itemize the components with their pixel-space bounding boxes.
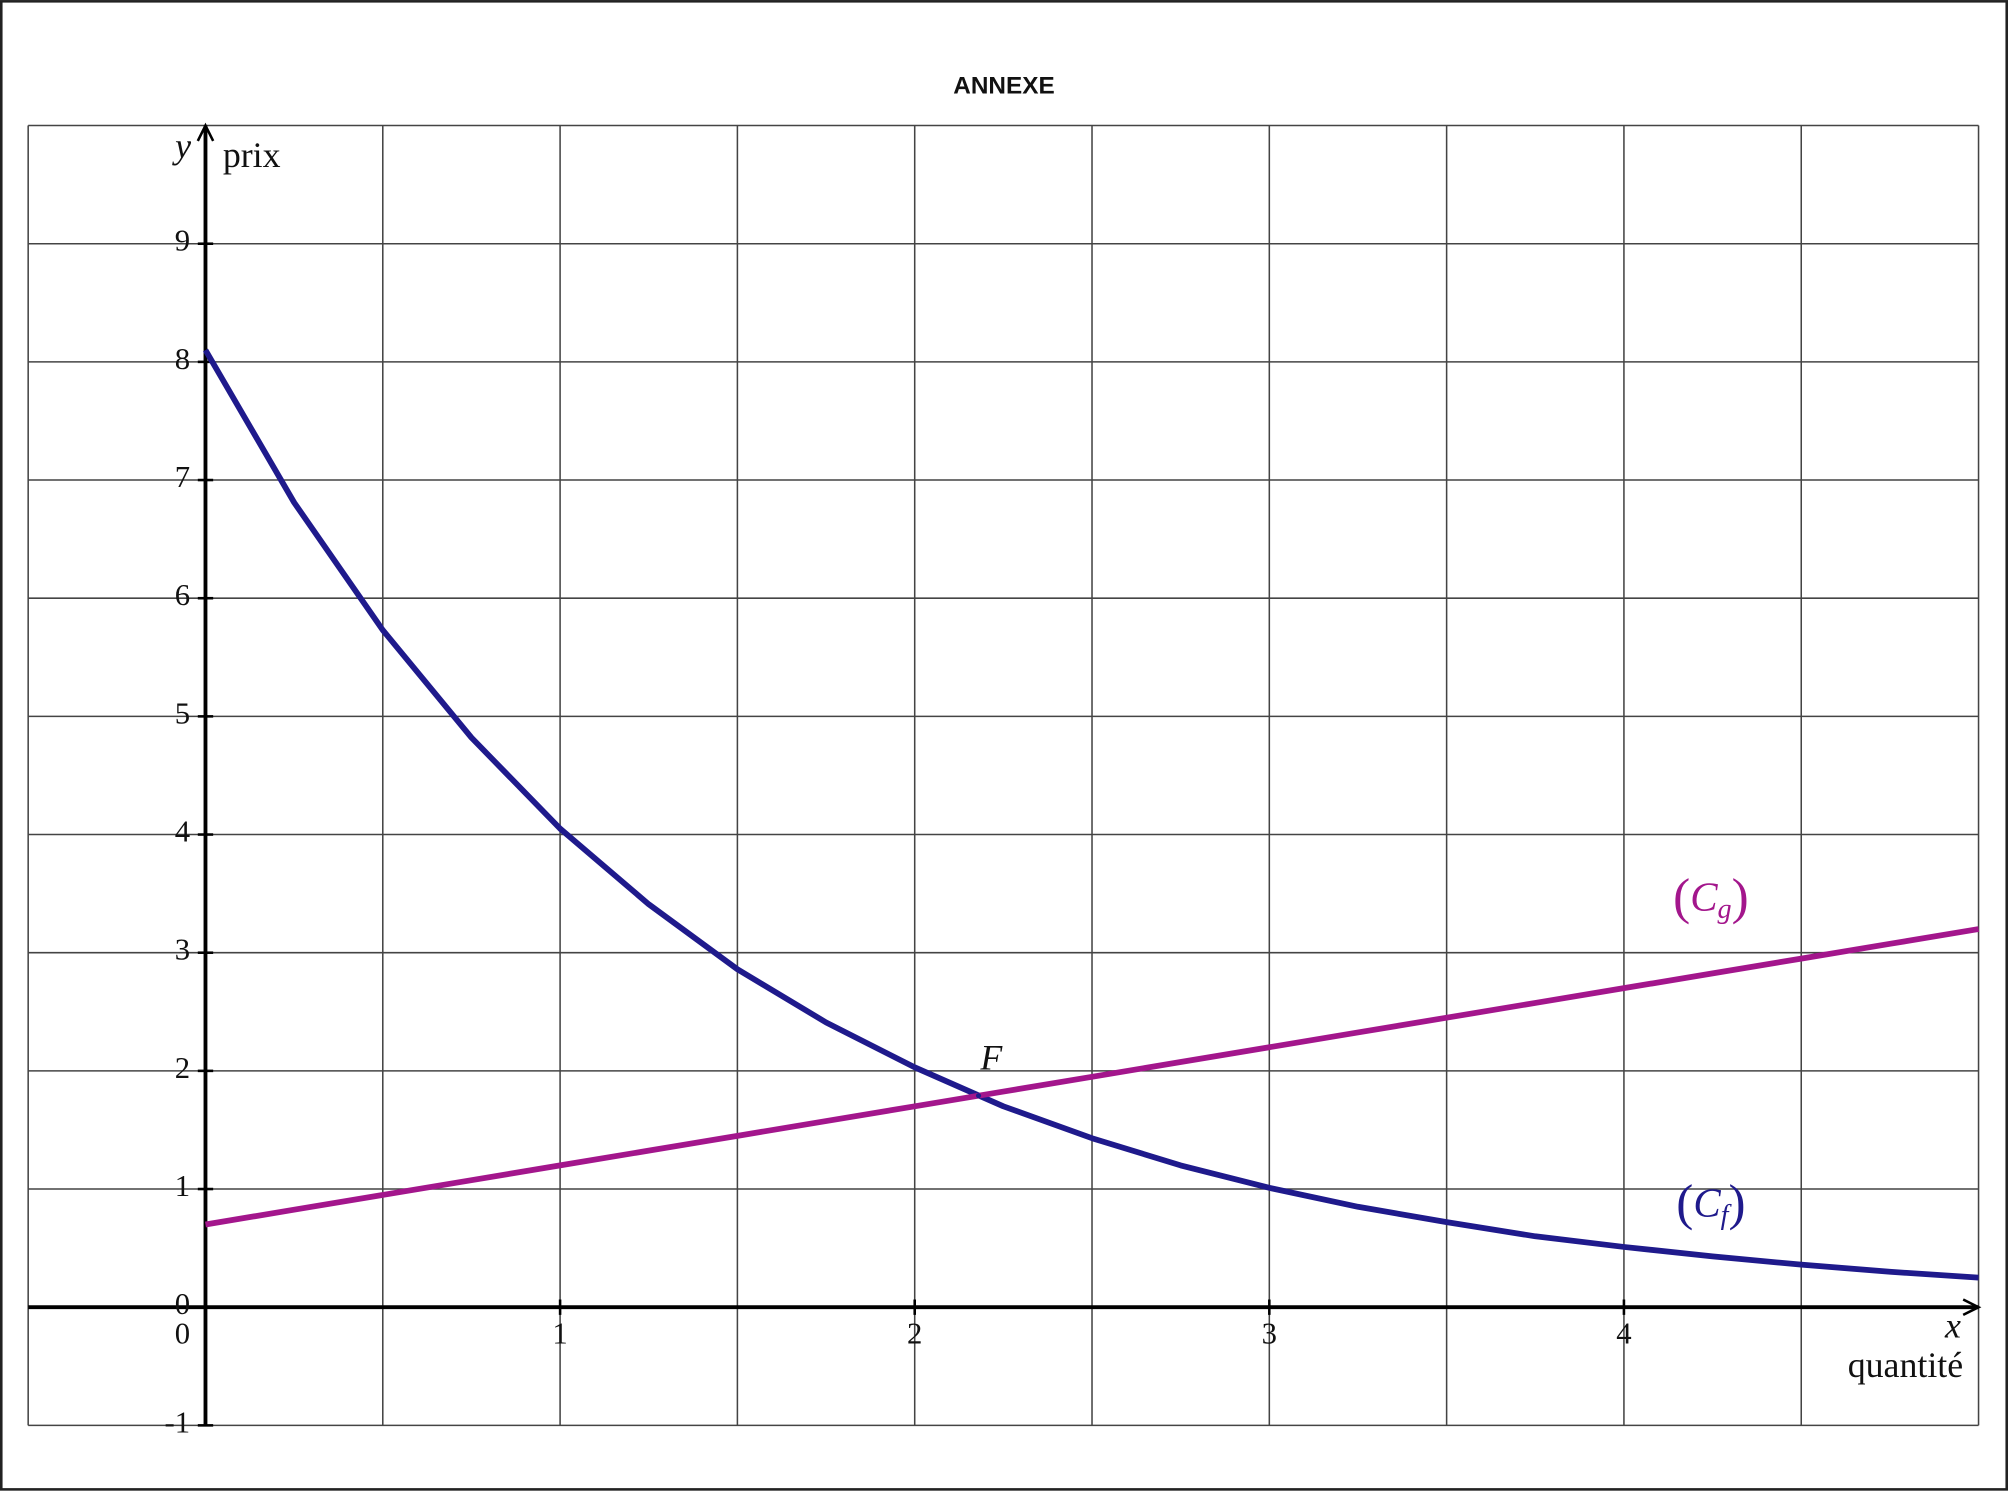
series-label-part: g xyxy=(1718,894,1732,925)
y-tick-label: 2 xyxy=(175,1051,190,1085)
y-tick-label: 4 xyxy=(175,815,190,849)
y-tick-label: 6 xyxy=(175,578,190,612)
series-label-part: ) xyxy=(1732,868,1749,925)
series-label-part: ( xyxy=(1673,868,1690,925)
x-tick-label: 4 xyxy=(1616,1317,1631,1351)
y-axis-arrow xyxy=(196,122,215,142)
x-axis-arrow xyxy=(1962,1298,1982,1317)
series-label-part: ( xyxy=(1676,1174,1693,1231)
y-tick-label: 8 xyxy=(175,342,190,376)
x-tick-label: 3 xyxy=(1262,1317,1277,1351)
chart-title: ANNEXE xyxy=(953,73,1054,100)
y-tick-label: 3 xyxy=(175,933,190,967)
y-tick-label: 0 xyxy=(175,1287,190,1321)
y-axis-label: prix xyxy=(223,135,281,175)
x-tick-label: 2 xyxy=(907,1317,922,1351)
x-axis-symbol: x xyxy=(1944,1306,1961,1346)
x-tick-label: 0 xyxy=(175,1317,190,1351)
point-label: F xyxy=(979,1037,1003,1077)
y-tick-label: 7 xyxy=(175,460,190,494)
y-axis-symbol: y xyxy=(172,126,191,166)
series-line xyxy=(202,348,1979,1281)
series-label-part: ) xyxy=(1728,1174,1745,1231)
series-label: (Cf) xyxy=(1676,1174,1745,1231)
series-line xyxy=(205,926,1980,1228)
y-tick-label: 9 xyxy=(175,224,190,258)
y-tick-label: 5 xyxy=(175,696,190,730)
x-tick-label: 1 xyxy=(552,1317,567,1351)
y-tick-label: 1 xyxy=(175,1169,190,1203)
y-tick-label: -1 xyxy=(165,1405,191,1439)
series-label: (Cg) xyxy=(1673,868,1749,925)
series-label-part: C xyxy=(1690,874,1718,920)
point xyxy=(975,1093,982,1099)
x-axis-label: quantité xyxy=(1848,1345,1963,1385)
series-label-part: C xyxy=(1693,1180,1721,1226)
